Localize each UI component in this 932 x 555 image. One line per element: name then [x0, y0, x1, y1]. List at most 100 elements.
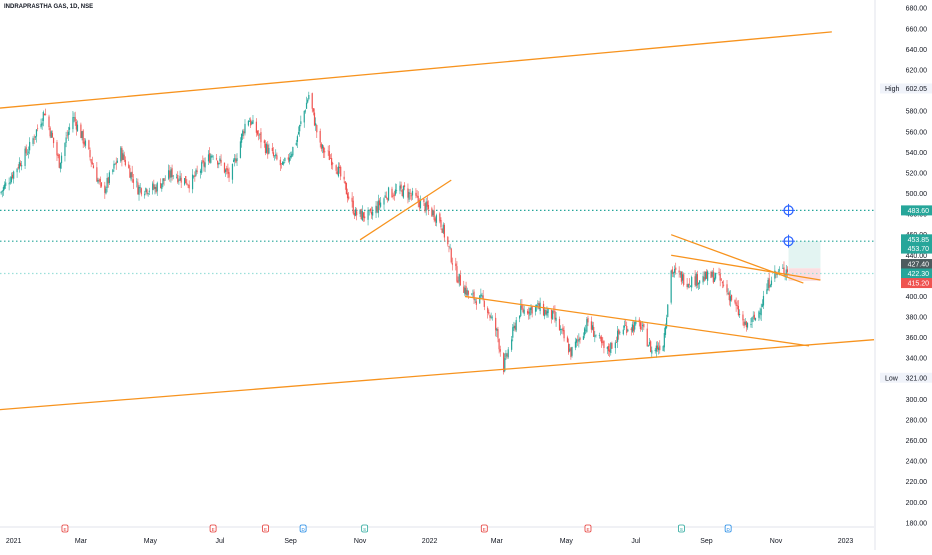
candle-body: [734, 300, 736, 303]
candle-body: [489, 315, 491, 318]
candle-body: [34, 136, 36, 138]
candle-body: [401, 190, 403, 197]
x-tick-label: Nov: [770, 538, 783, 545]
candle-body: [264, 143, 267, 154]
price-tag-bg: [901, 268, 932, 279]
candle-body: [729, 296, 732, 302]
candle-body: [547, 308, 549, 314]
candle-body: [498, 339, 500, 350]
candle-body: [465, 286, 467, 295]
candle-body: [123, 154, 125, 161]
trendline: [0, 31, 832, 109]
candle-body: [456, 266, 458, 282]
candle-body: [506, 354, 508, 356]
candle-body: [575, 339, 578, 343]
candle-body: [770, 280, 773, 286]
position-zone: [788, 241, 821, 281]
candle-body: [448, 246, 450, 247]
candle-body: [40, 124, 42, 128]
event-marker-dividend: [299, 524, 307, 533]
candle-body: [619, 332, 621, 333]
candle-body: [610, 342, 612, 354]
y-tick-label: 220.00: [906, 479, 928, 486]
candle-body: [64, 142, 66, 156]
y-tick-label: 200.00: [906, 500, 928, 507]
candle-body: [219, 158, 221, 162]
candle-body: [146, 189, 148, 194]
candle-body: [531, 306, 533, 314]
candle-body: [307, 99, 309, 103]
candle-body: [595, 334, 597, 336]
candle-body: [105, 188, 107, 194]
candle-body: [416, 195, 418, 197]
candle-body: [312, 108, 314, 112]
candle-body: [514, 325, 516, 330]
candle-body: [694, 276, 696, 286]
candle-body: [279, 159, 281, 166]
candle-body: [481, 295, 483, 297]
price-tag: 453.70: [908, 246, 930, 253]
candle-body: [236, 158, 238, 162]
candle-body: [97, 179, 99, 183]
candle-body: [18, 161, 20, 169]
candle-body: [703, 276, 705, 281]
candle-body: [751, 317, 753, 323]
y-tick-label: 640.00: [906, 47, 928, 54]
candle-body: [758, 311, 760, 318]
candle-body: [280, 163, 283, 164]
candle-body: [642, 324, 644, 327]
candle-body: [379, 202, 382, 207]
candle-body: [35, 129, 38, 137]
candle-body: [163, 178, 165, 181]
candle-body: [207, 154, 210, 162]
event-marker-earnings: [61, 524, 69, 533]
candle-body: [76, 124, 79, 131]
candle-body: [140, 188, 142, 195]
candle-body: [721, 282, 724, 284]
candle-body: [558, 319, 561, 331]
low-label: Low: [885, 375, 899, 382]
candle-body: [520, 305, 522, 317]
candle-body: [26, 153, 28, 155]
candle-body: [578, 338, 580, 342]
candle-body: [33, 138, 35, 140]
candle-body: [411, 190, 414, 196]
candle-body: [276, 155, 278, 160]
candle-body: [507, 349, 509, 358]
candle-body: [172, 175, 174, 177]
candle-body: [353, 213, 355, 216]
x-tick-label: May: [560, 538, 574, 545]
candle-body: [409, 193, 411, 194]
candle-body: [762, 295, 765, 306]
candle-body: [466, 289, 468, 296]
candle-body: [542, 303, 545, 316]
candle-body: [330, 158, 333, 166]
candle-body: [300, 121, 302, 125]
candle-body: [311, 93, 313, 109]
candle-body: [743, 321, 745, 326]
candle-body: [60, 155, 63, 164]
candle-body: [81, 131, 83, 138]
candle-body: [332, 163, 334, 165]
candle-body: [400, 184, 402, 189]
candle-body: [228, 172, 230, 178]
candle-body: [504, 358, 506, 372]
candle-body: [712, 271, 714, 283]
candle-body: [2, 187, 5, 192]
candle-body: [32, 138, 34, 144]
candle-body: [618, 329, 620, 335]
candle-body: [778, 269, 781, 271]
candle-body: [209, 153, 211, 163]
price-tags: 483.60 453.85 453.70 427.40 422.30 415.20: [901, 205, 932, 289]
candle-body: [720, 279, 722, 281]
candle-body: [391, 188, 393, 198]
candle-body: [304, 110, 306, 112]
candle-body: [488, 312, 490, 314]
candle-body: [316, 125, 318, 133]
event-marker-earnings: [262, 524, 269, 533]
candle-body: [129, 168, 131, 178]
candle-body: [188, 184, 190, 189]
high-label: High: [885, 86, 900, 93]
